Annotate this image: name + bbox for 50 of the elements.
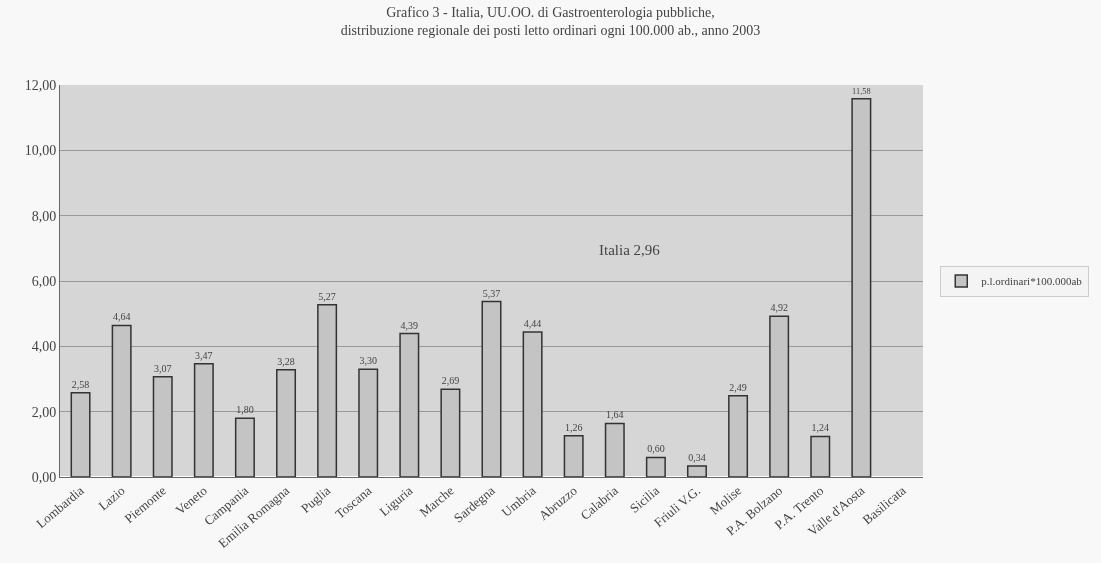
bar: [317, 304, 338, 477]
y-tick-label: 12,00: [24, 77, 57, 93]
data-label: 1,24: [811, 422, 830, 434]
data-label: 2,49: [729, 381, 747, 393]
data-label: 11,58: [852, 87, 871, 97]
bar: [563, 435, 584, 477]
data-label: 4,64: [112, 311, 131, 323]
annotation: Italia 2,96: [599, 242, 661, 258]
bar: [686, 465, 707, 477]
bar: [645, 456, 666, 477]
y-tick-label: 6,00: [31, 273, 57, 289]
bar: [440, 388, 461, 477]
data-label: 0,60: [647, 443, 665, 455]
chart-title: Grafico 3 - Italia, UU.OO. di Gastroenterologia pubbliche, distribuzione regionale dei posti letto ordinari ogni 100.000 ab., anno 2003: [340, 4, 761, 39]
bar: [152, 375, 173, 477]
data-label: 2,69: [441, 375, 460, 387]
bar: [399, 332, 420, 477]
bar: [234, 417, 255, 477]
bar: [481, 300, 502, 477]
y-tick-label: 8,00: [31, 208, 57, 224]
data-label: 1,64: [606, 409, 624, 421]
data-label: 4,44: [523, 317, 542, 329]
bar: [728, 394, 749, 477]
y-tick-label: 10,00: [24, 143, 57, 159]
data-label: 1,80: [236, 404, 254, 416]
y-tick-label: 4,00: [31, 339, 57, 355]
data-label: 3,47: [195, 349, 213, 361]
bar: [604, 422, 625, 477]
data-label: 4,39: [400, 319, 419, 331]
bar: [70, 391, 91, 477]
bar: [358, 368, 379, 477]
data-label: 2,58: [71, 378, 90, 390]
bar: [851, 97, 872, 477]
bar: [769, 315, 790, 477]
legend-label: p.l.ordinari*100.000ab: [981, 275, 1083, 288]
data-label: 5,27: [318, 290, 336, 302]
data-label: 3,07: [153, 362, 172, 374]
y-tick-label: 0,00: [31, 469, 57, 485]
y-tick-label: 2,00: [31, 404, 57, 420]
bar: [193, 362, 214, 477]
data-label: 1,26: [564, 421, 583, 433]
bar: [522, 331, 543, 477]
data-label: 5,37: [482, 287, 501, 299]
bar: [810, 435, 831, 477]
data-label: 3,28: [277, 355, 295, 367]
data-label: 3,30: [359, 355, 377, 367]
data-label: 4,92: [770, 302, 788, 314]
bar: [276, 369, 297, 477]
bar: [111, 324, 132, 477]
data-label: 0,34: [688, 451, 706, 463]
